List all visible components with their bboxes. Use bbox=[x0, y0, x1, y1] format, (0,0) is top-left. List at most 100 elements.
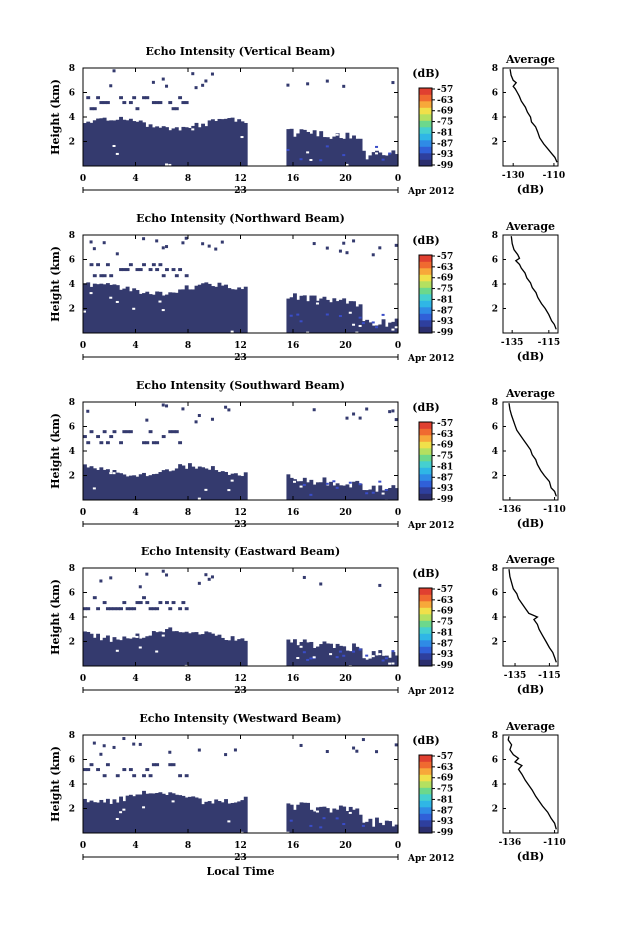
echo-column bbox=[371, 651, 376, 666]
echo-column bbox=[119, 289, 123, 333]
echo-layer bbox=[119, 96, 123, 100]
echo-column bbox=[174, 468, 179, 500]
colorbar-tick-label: -75 bbox=[437, 118, 453, 128]
day-label: 23 bbox=[234, 353, 247, 363]
echo-column bbox=[378, 822, 383, 833]
echo-layer bbox=[99, 101, 104, 105]
echo-column bbox=[115, 119, 120, 166]
profile-y-tick-label: 2 bbox=[492, 138, 498, 148]
colorbar-tick-label: -75 bbox=[437, 618, 453, 628]
echo-column bbox=[388, 322, 393, 333]
echo-column bbox=[102, 802, 107, 833]
colorbar-segment bbox=[419, 487, 432, 494]
echo-weak-speckle bbox=[381, 659, 385, 662]
colorbar-tick-label: -81 bbox=[437, 295, 453, 305]
echo-column bbox=[145, 291, 150, 333]
echo-column bbox=[315, 300, 320, 333]
echo-layer bbox=[142, 96, 146, 100]
echo-column bbox=[332, 136, 337, 166]
x-tick-label: 16 bbox=[287, 341, 300, 351]
x-tick-label: 0 bbox=[80, 508, 86, 518]
profile-y-tick-label: 2 bbox=[492, 305, 498, 315]
x-tick-label: 0 bbox=[80, 841, 86, 851]
echo-column bbox=[86, 631, 91, 666]
date-label: Apr 2012 bbox=[407, 854, 454, 864]
echo-column bbox=[217, 634, 222, 666]
echo-layer bbox=[119, 268, 123, 272]
echo-column bbox=[181, 465, 186, 500]
echo-column bbox=[191, 125, 196, 166]
echo-column bbox=[309, 479, 314, 500]
echo-gap-speckle bbox=[352, 323, 356, 326]
echo-column bbox=[329, 812, 333, 833]
echo-column bbox=[286, 803, 291, 833]
echo-weak-speckle bbox=[358, 648, 362, 651]
x-tick-label: 0 bbox=[80, 341, 86, 351]
echo-column bbox=[86, 282, 91, 333]
echo-speckle bbox=[312, 242, 316, 246]
echo-gap-speckle bbox=[348, 311, 352, 314]
echo-column bbox=[368, 489, 373, 500]
echo-column bbox=[210, 466, 215, 500]
profile-y-tick-label: 4 bbox=[492, 280, 498, 290]
echo-column bbox=[165, 294, 169, 333]
colorbar-frame bbox=[418, 254, 433, 334]
echo-column bbox=[168, 627, 173, 666]
echo-layer bbox=[102, 774, 107, 778]
echo-layer bbox=[86, 768, 91, 772]
colorbar-segment bbox=[419, 768, 432, 775]
echo-column bbox=[335, 301, 340, 333]
profile-y-tick-label: 4 bbox=[492, 113, 498, 123]
echo-layer bbox=[119, 607, 123, 611]
echo-column bbox=[230, 636, 235, 666]
echo-column bbox=[158, 631, 163, 666]
echo-layer bbox=[155, 607, 160, 611]
echo-layer bbox=[109, 607, 114, 611]
colorbar-segment bbox=[419, 813, 432, 821]
echo-layer bbox=[174, 430, 179, 434]
echo-column bbox=[142, 637, 146, 666]
colorbar-segment bbox=[419, 627, 432, 634]
echo-column bbox=[302, 295, 307, 333]
echo-column bbox=[119, 116, 123, 166]
echo-column bbox=[210, 119, 215, 166]
echo-column bbox=[289, 128, 294, 166]
echo-gap-speckle bbox=[115, 817, 119, 820]
y-tick-label: 4 bbox=[69, 280, 75, 290]
echo-column bbox=[319, 298, 324, 333]
echo-column bbox=[325, 808, 330, 833]
echo-column bbox=[352, 135, 356, 166]
x-tick-label: 8 bbox=[185, 508, 191, 518]
echo-column bbox=[378, 324, 383, 333]
echo-column bbox=[210, 286, 215, 333]
echo-column bbox=[184, 631, 189, 666]
echo-weak-speckle bbox=[286, 148, 290, 151]
x-tick-label: 8 bbox=[185, 674, 191, 684]
echo-column bbox=[105, 798, 110, 833]
echo-column bbox=[224, 284, 228, 333]
echo-layer bbox=[89, 263, 94, 267]
echo-layer bbox=[92, 274, 97, 278]
echo-column bbox=[233, 289, 238, 333]
echo-column bbox=[348, 138, 353, 166]
echo-column bbox=[151, 474, 156, 500]
echo-column bbox=[296, 133, 301, 166]
echo-column bbox=[109, 472, 114, 500]
echo-speckle bbox=[325, 750, 329, 754]
echo-layer bbox=[115, 774, 120, 778]
echo-gap-speckle bbox=[132, 307, 136, 310]
echo-column bbox=[299, 481, 304, 500]
echo-layer bbox=[132, 607, 137, 611]
day-label: 23 bbox=[234, 686, 247, 696]
echo-column bbox=[345, 484, 350, 500]
echo-column bbox=[296, 481, 301, 500]
echo-column bbox=[96, 802, 101, 833]
echo-column bbox=[83, 123, 87, 166]
echo-column bbox=[394, 318, 399, 333]
echo-layer bbox=[155, 268, 160, 272]
echo-column bbox=[165, 469, 169, 500]
echo-gap-speckle bbox=[394, 326, 398, 329]
echo-gap-speckle bbox=[142, 806, 146, 809]
colorbar-segment bbox=[419, 820, 432, 827]
echo-speckle bbox=[112, 745, 116, 749]
